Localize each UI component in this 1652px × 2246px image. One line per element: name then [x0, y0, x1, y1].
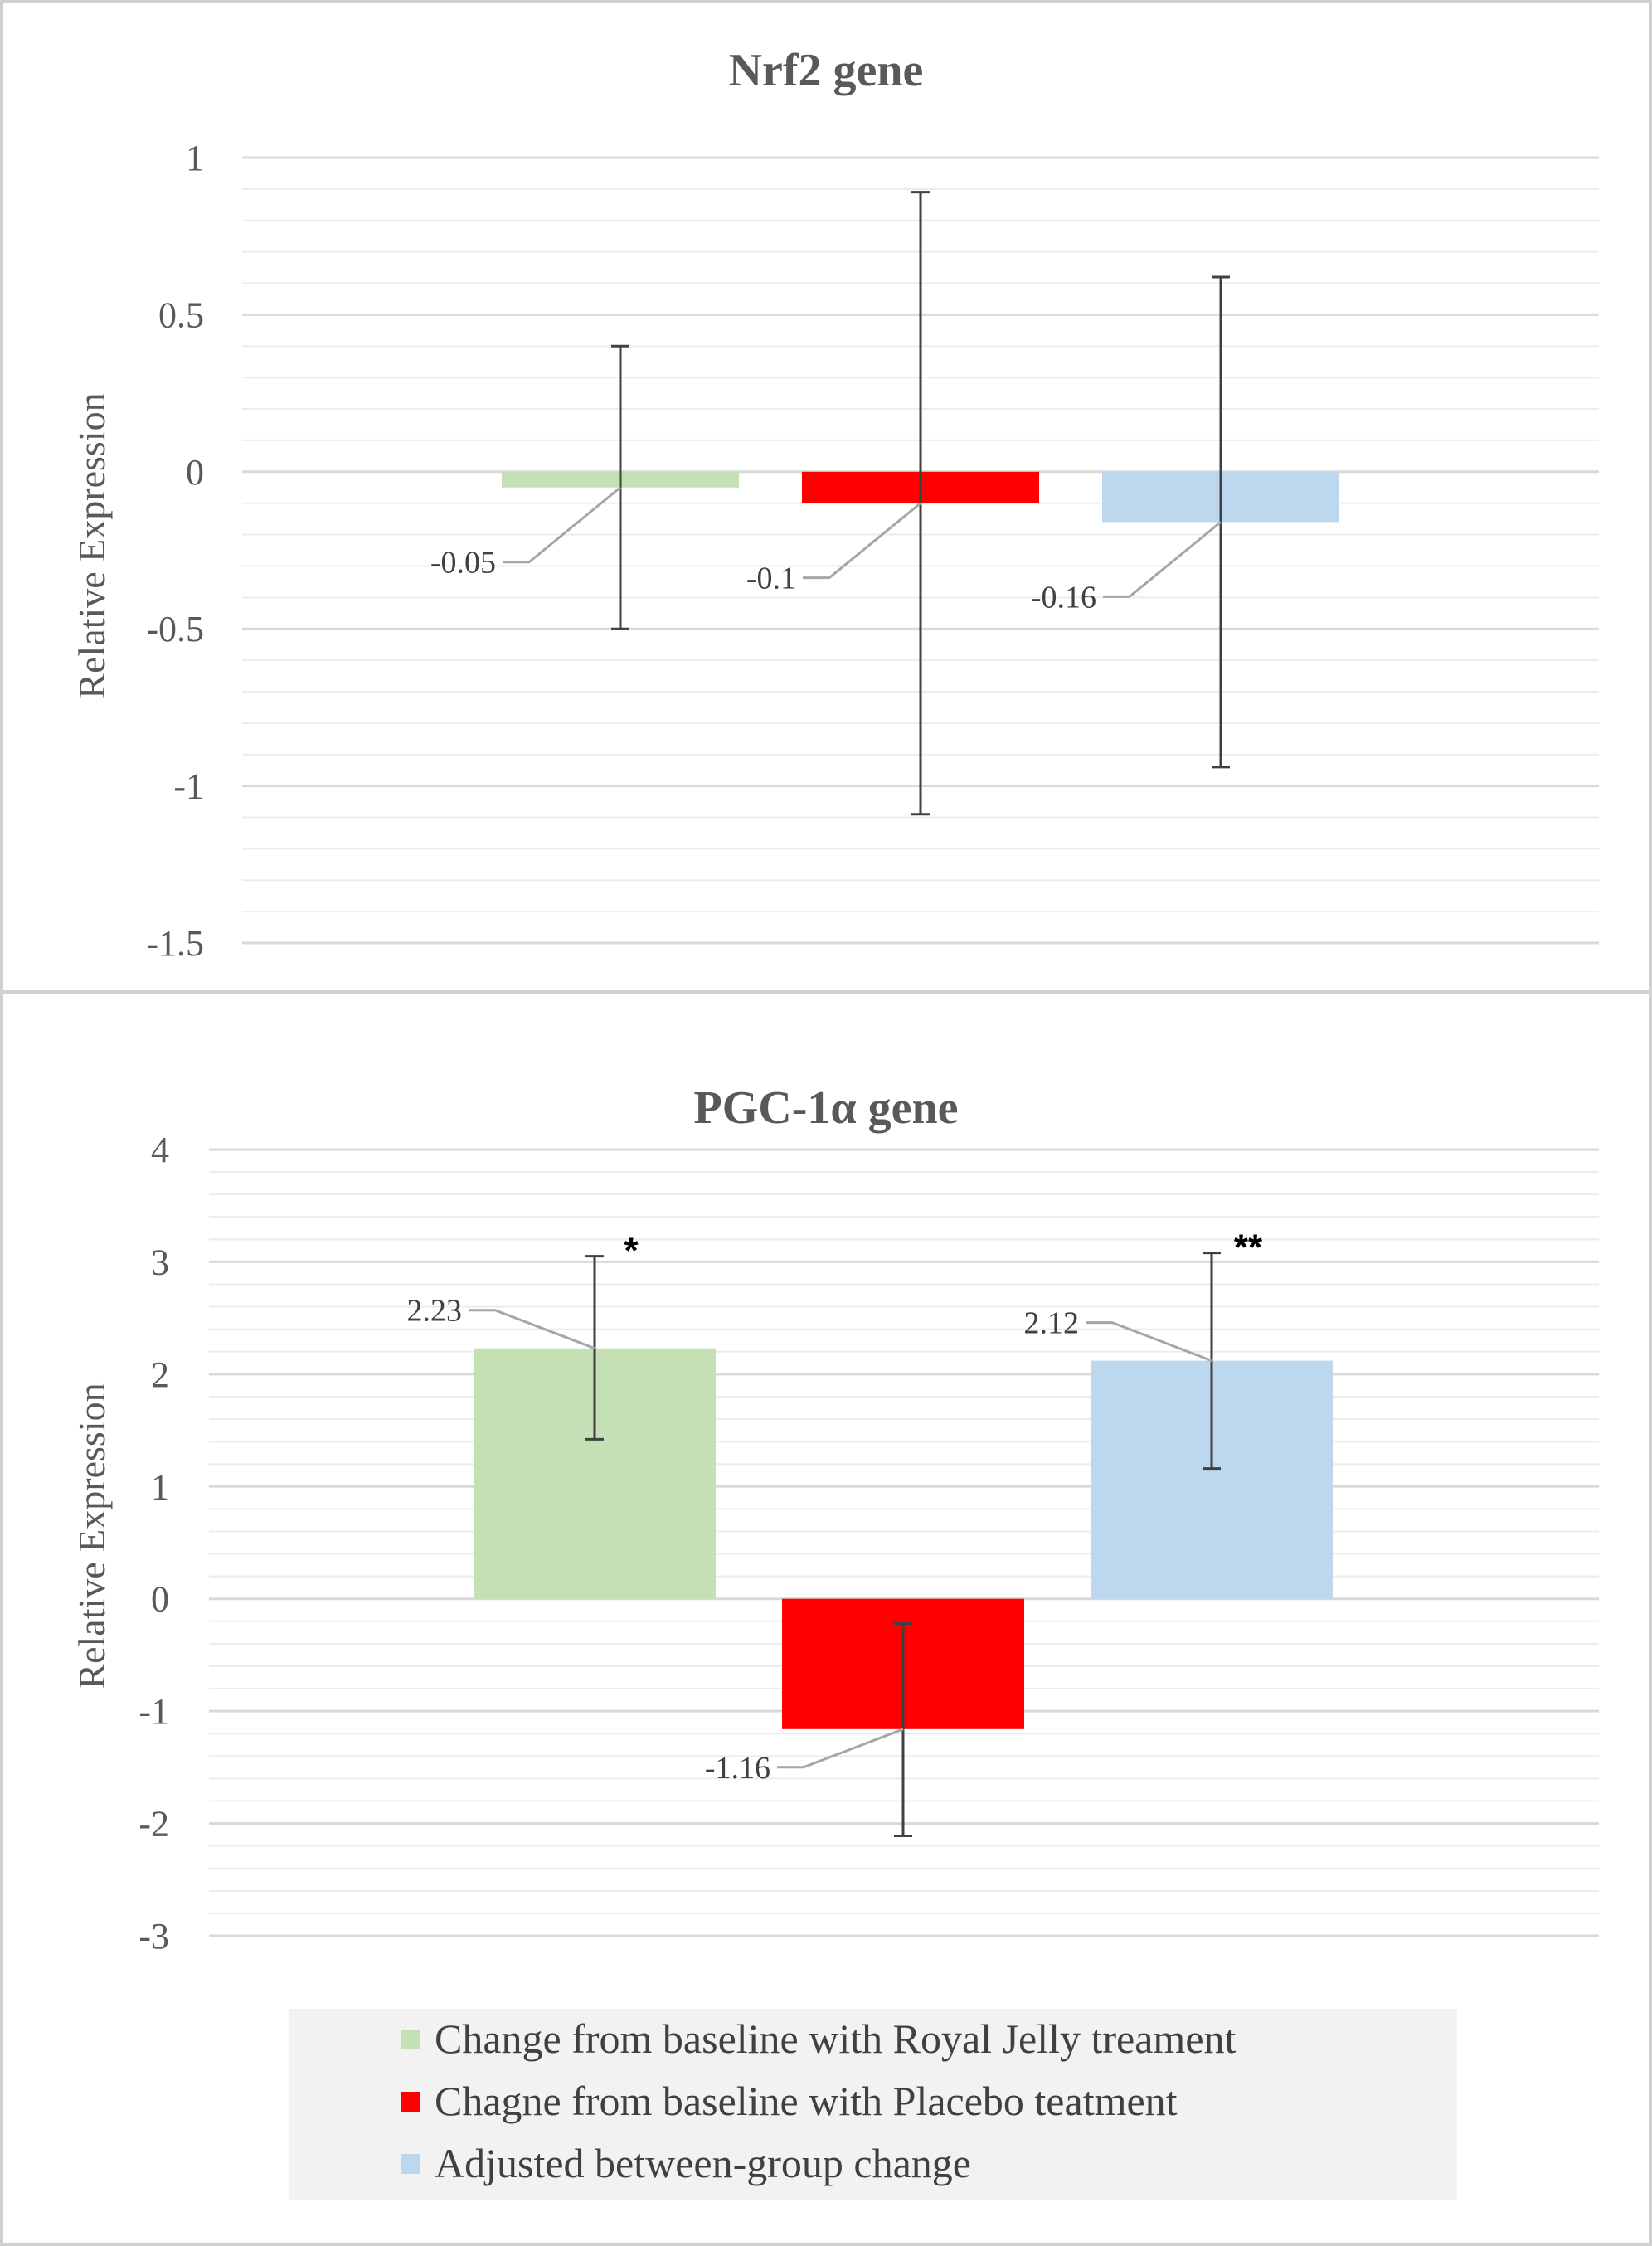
pgc1a-y-tick-label: 4 — [151, 1130, 169, 1170]
pgc1a-data-label: 2.12 — [1024, 1306, 1080, 1341]
nrf2-data-label-leader — [803, 502, 921, 580]
nrf2-gridlines — [242, 156, 1599, 945]
pgc1a-data-label-leader — [1086, 1321, 1212, 1363]
legend-swatch-between-group — [401, 2154, 420, 2174]
nrf2-data-label: -0.05 — [430, 546, 496, 581]
pgc1a-data-label: 2.23 — [407, 1294, 463, 1329]
legend-label-royal-jelly: Change from baseline with Royal Jelly tr… — [435, 2015, 1237, 2062]
pgc1a-y-tick-label: -2 — [138, 1804, 169, 1845]
nrf2-bars: -0.05 -0.1 -0.16 — [430, 191, 1339, 816]
nrf2-y-tick-label: 0 — [186, 452, 204, 493]
nrf2-y-tick-label: -1 — [173, 766, 204, 807]
pgc1a-bars: 2.23 * -1.16 2.12 ** — [407, 1228, 1333, 1837]
nrf2-data-label-leader — [503, 486, 621, 564]
nrf2-data-label-leader — [1103, 521, 1222, 598]
nrf2-y-tick-label: 1 — [186, 138, 204, 178]
legend-swatch-royal-jelly — [401, 2030, 420, 2049]
pgc1a-y-axis-label: Relative Expression — [70, 1383, 113, 1689]
pgc1a-significance-marker: * — [624, 1231, 639, 1271]
pgc1a-y-tick-label: -1 — [138, 1691, 169, 1732]
legend-box — [289, 2009, 1457, 2200]
legend-label-placebo: Chagne from baseline with Placebo teatme… — [435, 2078, 1178, 2124]
pgc1a-data-label-leader — [469, 1309, 595, 1350]
nrf2-data-label: -0.16 — [1031, 580, 1096, 615]
nrf2-chart-title: Nrf2 gene — [729, 45, 924, 96]
legend-label-between-group: Adjusted between-group change — [435, 2140, 971, 2186]
pgc1a-y-tick-label: 0 — [151, 1579, 169, 1620]
pgc1a-significance-marker: ** — [1234, 1228, 1263, 1268]
pgc1a-y-ticks: 4 3 2 1 0 -1 -2 -3 — [138, 1130, 169, 1957]
nrf2-y-ticks: 1 0.5 0 -0.5 -1 -1.5 — [146, 138, 204, 964]
nrf2-y-tick-label: 0.5 — [158, 294, 204, 335]
nrf2-y-axis-label: Relative Expression — [70, 392, 113, 698]
pgc1a-y-tick-label: 3 — [151, 1242, 169, 1282]
nrf2-data-label: -0.1 — [746, 562, 796, 596]
nrf2-y-tick-label: -0.5 — [146, 609, 204, 649]
legend-swatch-placebo — [401, 2092, 420, 2112]
nrf2-y-tick-label: -1.5 — [146, 923, 204, 964]
pgc1a-chart-title: PGC-1α gene — [694, 1082, 959, 1134]
pgc1a-y-tick-label: 1 — [151, 1466, 169, 1507]
pgc1a-data-label-leader — [777, 1728, 904, 1769]
pgc1a-data-label: -1.16 — [705, 1751, 770, 1786]
pgc1a-y-tick-label: 2 — [151, 1354, 169, 1395]
pgc1a-y-tick-label: -3 — [138, 1916, 169, 1957]
